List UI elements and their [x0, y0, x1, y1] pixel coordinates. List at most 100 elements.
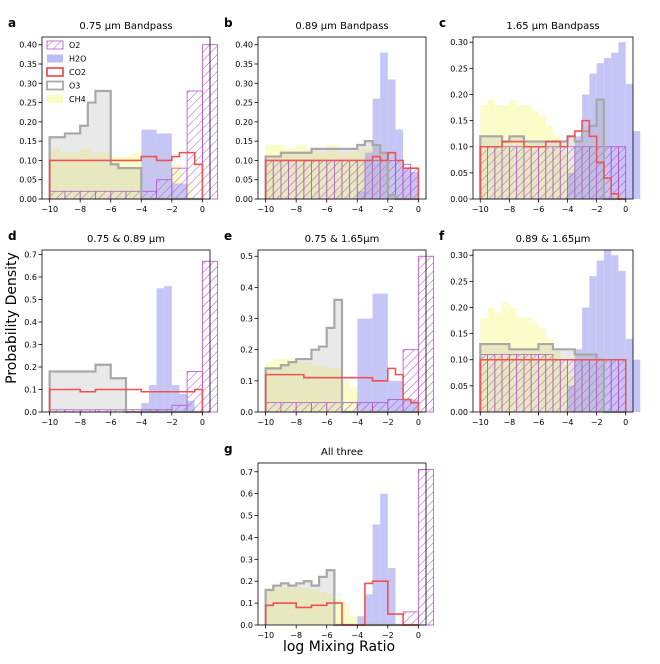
- legend-swatch: [47, 54, 63, 63]
- panel-letter: f: [439, 229, 445, 243]
- y-tick-label: 0.5: [240, 512, 253, 521]
- step-co2: [264, 580, 419, 626]
- y-tick-label: 0.1: [240, 377, 253, 386]
- series-o2-g: [402, 469, 435, 626]
- panel-a: −10 −8 −6 −4 −2 0 0.00 0.05 0.10 0.15 0.20 0.25 0.30…: [8, 16, 219, 214]
- x-tick-label: −8: [503, 418, 515, 427]
- legend-label: O3: [69, 82, 80, 91]
- y-tick-label: 0.5: [240, 252, 253, 261]
- y-tick-label: 0.20: [450, 303, 468, 312]
- x-tick-label: 0: [623, 418, 628, 427]
- x-tick-label: −4: [135, 205, 147, 214]
- panel-letter: d: [8, 229, 17, 243]
- y-tick-label: 0.1: [24, 386, 37, 395]
- plot-frame: [472, 249, 634, 413]
- y-tick-label: 0.6: [24, 273, 37, 282]
- bar-ch4: [49, 148, 60, 199]
- bar-ch4: [273, 587, 281, 625]
- bar-ch4: [334, 368, 342, 412]
- bar-ch4: [311, 365, 320, 412]
- bar-ch4: [342, 380, 350, 412]
- bar-h2o: [380, 52, 388, 199]
- bar-h2o: [387, 79, 396, 199]
- y-tick-label: 0.4: [24, 318, 37, 327]
- y-tick-label: 0.6: [240, 490, 253, 499]
- panel-g: −10 −8 −6 −4 −2 0 0.0 0.1 0.2 0.3 0.4 0.5 0.6 0.7 All …: [224, 442, 435, 640]
- y-tick-label: 0.05: [19, 176, 37, 185]
- step-co2: [48, 388, 204, 412]
- y-tick-label: 0.30: [19, 79, 37, 88]
- y-tick-label: 0.00: [235, 195, 253, 204]
- bar-o2: [387, 399, 404, 413]
- bar-ch4: [110, 156, 121, 199]
- plot-frame: [257, 249, 427, 413]
- y-tick-label: 0.15: [235, 137, 253, 146]
- y-tick-label: 0.30: [235, 79, 253, 88]
- y-tick-label: 0.15: [450, 330, 468, 339]
- y-tick-label: 0.1: [240, 599, 253, 608]
- bar-ch4: [80, 148, 91, 199]
- step-co2: [479, 119, 626, 200]
- bar-h2o: [141, 129, 157, 199]
- bar-h2o: [596, 63, 604, 200]
- x-tick-label: −6: [105, 205, 117, 214]
- x-tick-label: −4: [562, 418, 574, 427]
- bar-h2o: [357, 318, 373, 412]
- bar-h2o: [179, 394, 188, 412]
- panel-letter: a: [8, 16, 16, 30]
- x-tick-label: 0: [623, 205, 628, 214]
- step-co2: [264, 367, 420, 412]
- bar-ch4: [303, 587, 312, 625]
- area-o3: [480, 344, 626, 412]
- x-tick-label: −10: [257, 418, 274, 427]
- x-tick-label: 0: [200, 418, 205, 427]
- x-tick-label: −2: [382, 631, 394, 640]
- panel-title: 0.75 & 1.65µm: [305, 234, 380, 245]
- x-tick-label: −4: [351, 631, 363, 640]
- panel-title: 0.75 µm Bandpass: [79, 21, 172, 32]
- panel-c: −10 −8 −6 −4 −2 0 0.00 0.05 0.10 0.15 0.20 0.25 0.30…: [439, 16, 641, 214]
- x-tick-label: −6: [321, 631, 333, 640]
- panel-title: 0.75 & 0.89 µm: [87, 234, 165, 245]
- x-tick-label: −8: [503, 205, 515, 214]
- bar-o2: [387, 160, 396, 200]
- panel-title: 0.89 µm Bandpass: [295, 21, 388, 32]
- y-tick-label: 0.25: [450, 277, 468, 286]
- bar-h2o: [372, 524, 381, 625]
- x-tick-label: −6: [321, 418, 333, 427]
- x-tick-label: −6: [533, 418, 545, 427]
- y-tick-label: 0.3: [240, 315, 253, 324]
- bar-ch4: [326, 594, 335, 625]
- bar-ch4: [100, 152, 111, 199]
- bar-o2: [395, 160, 404, 200]
- figure-xlabel: log Mixing Ratio: [283, 639, 395, 655]
- bar-h2o: [148, 385, 157, 412]
- y-tick-label: 0.20: [235, 118, 253, 127]
- y-tick-label: 0.15: [450, 117, 468, 126]
- series-o2-f: [479, 354, 627, 413]
- bar-ch4: [120, 156, 132, 199]
- panel-d: −10 −8 −6 −4 −2 0 0.0 0.1 0.2 0.3 0.4 0.5 0.6 0.7 0.75…: [8, 229, 219, 427]
- panel-title: All three: [321, 447, 363, 458]
- series-co2-e: [264, 367, 420, 412]
- panel-letter: b: [224, 16, 233, 30]
- y-tick-label: 0.40: [19, 41, 37, 50]
- y-tick-label: 0.2: [24, 363, 37, 372]
- bar-h2o: [603, 57, 612, 199]
- series-co2-c: [479, 119, 626, 200]
- bar-h2o: [141, 403, 149, 412]
- series-o2-c: [479, 146, 627, 200]
- bar-h2o: [625, 338, 633, 412]
- series-o2-d: [49, 260, 219, 413]
- panel-e: −10 −8 −6 −4 −2 0 0.0 0.1 0.2 0.3 0.4 0.5 0.75 & 1.6…: [224, 229, 435, 427]
- bar-ch4: [349, 616, 358, 625]
- x-tick-label: −2: [382, 205, 394, 214]
- y-tick-label: 0.3: [24, 341, 37, 350]
- step-co2: [479, 358, 627, 412]
- y-tick-label: 0.00: [19, 195, 37, 204]
- bar-ch4: [319, 592, 327, 625]
- bar-h2o: [611, 255, 619, 412]
- x-tick-label: −10: [257, 631, 274, 640]
- bar-h2o: [625, 84, 633, 199]
- bar-o2: [402, 611, 419, 626]
